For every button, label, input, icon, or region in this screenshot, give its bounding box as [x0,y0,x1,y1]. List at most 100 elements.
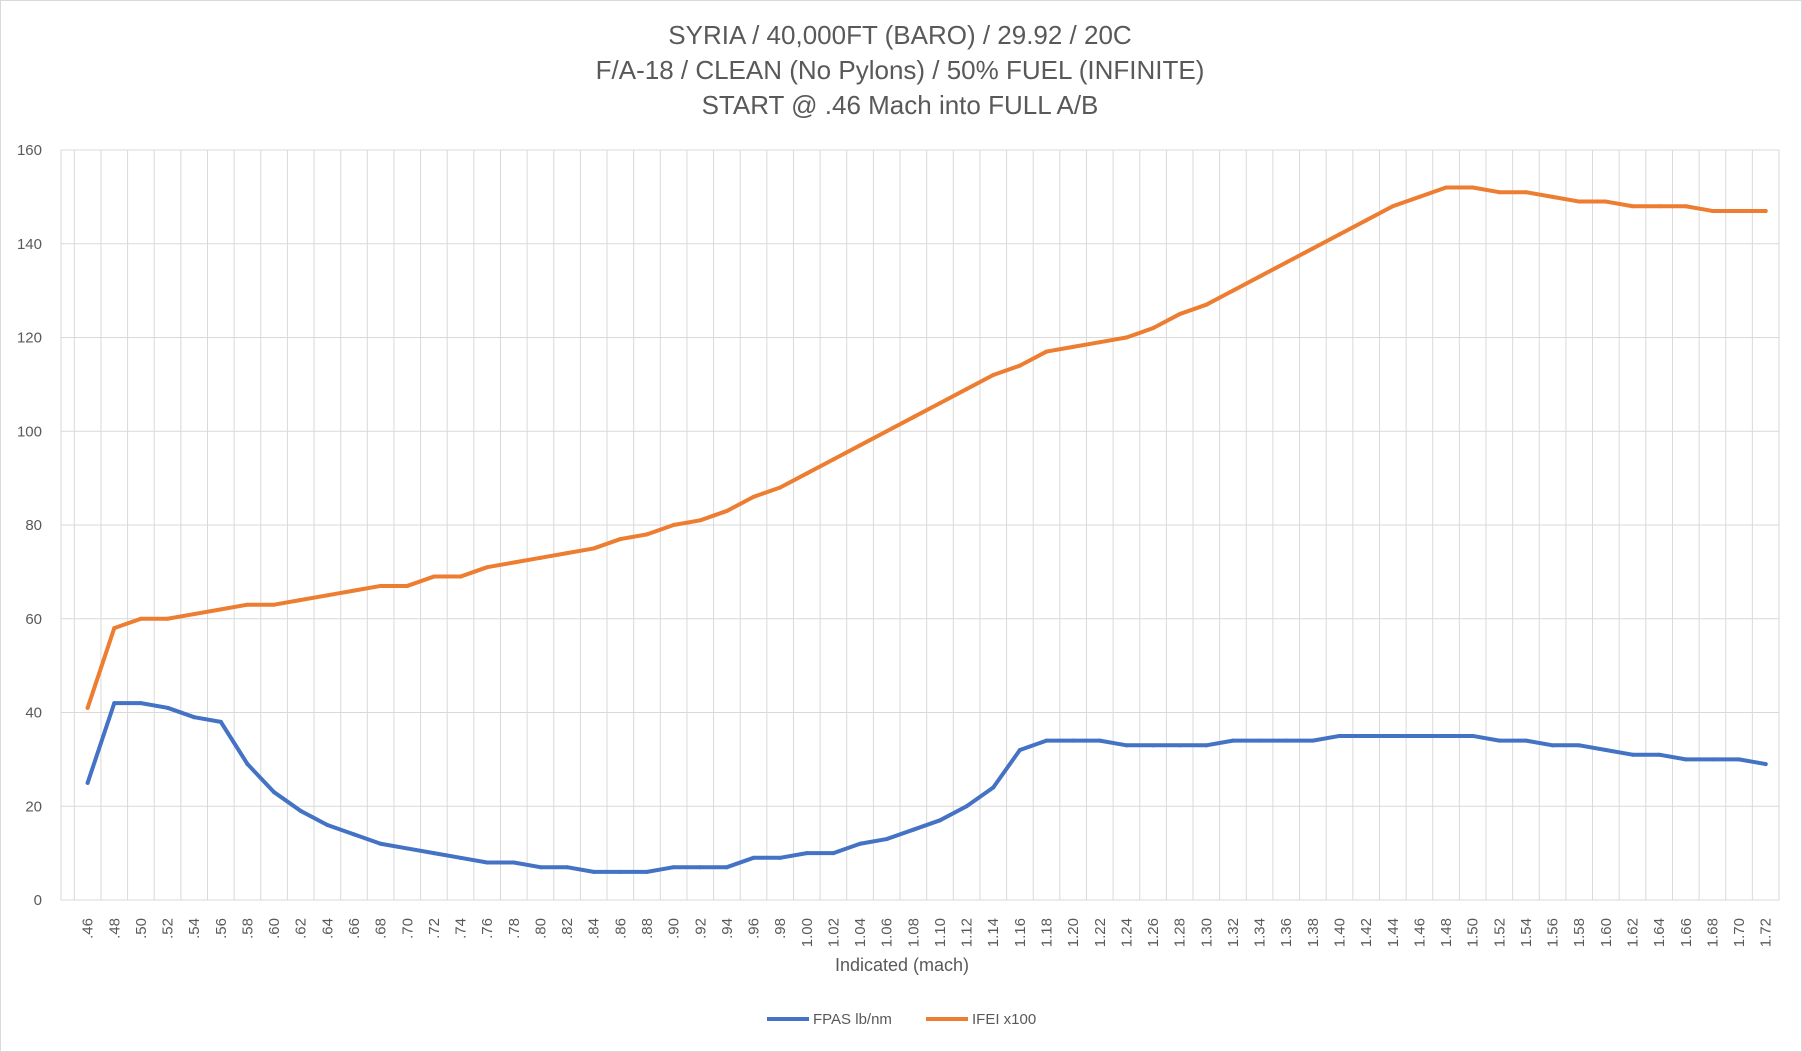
data-point [671,523,676,527]
x-tick-label: 1.06 [879,918,896,947]
data-point [1151,743,1156,748]
data-point [644,869,649,874]
x-tick-label: 1.00 [799,918,816,947]
data-point [405,583,410,588]
data-point [778,485,783,490]
data-point [298,598,303,602]
data-point [618,869,623,874]
data-point [538,865,543,870]
data-point [1417,194,1422,199]
y-tick-label: 100 [17,423,42,440]
legend: FPAS lb/nm IFEI x100 [767,1011,1036,1028]
x-tick-label: 1.42 [1358,918,1375,947]
data-point [1151,326,1156,331]
x-axis-ticks: .46 .48 .50 .52 .54 .56 .58 .60 .62 .64 .66 .68 .70.… [80,918,1775,947]
data-point [831,457,836,462]
data-point [1737,208,1742,213]
data-point [1444,733,1449,738]
data-point [858,443,863,448]
y-tick-label: 20 [25,798,42,815]
x-tick-label: .76 [479,918,496,939]
chart-title-line-2: F/A-18 / CLEAN (No Pylons) / 50% FUEL (I… [596,55,1205,85]
data-point [192,715,197,720]
y-axis-ticks: 0 20 40 60 80 100 120 140 160 [17,142,42,909]
data-point [1657,752,1662,757]
data-point [937,401,942,406]
data-point [1230,288,1235,293]
x-tick-label: 1.36 [1278,918,1295,947]
x-tick-label: 1.30 [1198,918,1215,947]
x-tick-label: 1.68 [1704,918,1721,947]
data-point [1071,738,1076,743]
data-point [1550,194,1555,199]
data-point [751,855,756,860]
data-point [1523,190,1528,195]
series-points [85,701,1768,874]
x-tick-label: 1.70 [1731,918,1748,947]
data-point [804,471,809,476]
data-point [1497,738,1502,743]
data-point [884,429,889,434]
x-tick-label: 1.52 [1491,918,1508,947]
data-point [1710,757,1715,762]
data-point [245,762,250,767]
data-point [218,719,223,724]
data-point [1177,312,1182,317]
data-point [272,602,277,607]
data-point [804,851,809,856]
data-point [1017,363,1022,368]
data-point [325,823,330,827]
data-point [1071,344,1076,349]
x-tick-label: 1.22 [1092,918,1109,947]
x-tick-label: 1.32 [1225,918,1242,947]
y-tick-label: 40 [25,705,42,722]
data-point [565,551,570,556]
x-tick-label: .56 [213,918,230,939]
x-tick-label: 1.14 [985,918,1002,947]
legend-label: FPAS lb/nm [813,1011,892,1028]
series-line-fpas [85,701,1768,874]
data-point [431,851,436,856]
data-point [165,705,170,710]
data-point [378,841,383,846]
x-tick-label: .50 [133,918,150,939]
data-point [511,560,516,565]
data-point [724,508,729,513]
series-lines [85,185,1768,874]
data-point [1603,748,1608,752]
data-point [538,555,543,560]
x-tick-label: .86 [612,918,629,939]
data-point [1097,738,1102,743]
data-point [1257,274,1262,279]
y-tick-label: 120 [17,330,42,347]
series-line-ifei [85,185,1768,710]
data-point [1710,208,1715,213]
data-point [325,593,330,598]
data-point [858,841,863,846]
data-point [1444,185,1449,190]
data-point [1337,232,1342,237]
data-point [1124,335,1129,340]
data-point [1523,738,1528,743]
data-point [1364,733,1369,738]
y-tick-label: 140 [17,236,42,253]
data-point [1124,743,1129,748]
data-point [937,818,942,823]
x-tick-label: 1.26 [1145,918,1162,947]
x-tick-label: .80 [532,918,549,939]
data-point [85,705,90,710]
data-point [1390,733,1395,738]
data-point [884,837,889,842]
gridlines [60,149,1780,901]
chart-title-line-1: SYRIA / 40,000FT (BARO) / 29.92 / 20C [668,20,1131,50]
data-point [964,387,969,392]
x-tick-label: .72 [426,918,443,939]
x-tick-label: .78 [506,918,523,939]
x-tick-label: 1.20 [1065,918,1082,947]
data-point [1683,204,1688,209]
x-tick-label: 1.58 [1571,918,1588,947]
x-tick-label: 1.46 [1411,918,1428,947]
data-point [991,373,996,377]
data-point [192,612,197,617]
x-tick-label: 1.50 [1465,918,1482,947]
